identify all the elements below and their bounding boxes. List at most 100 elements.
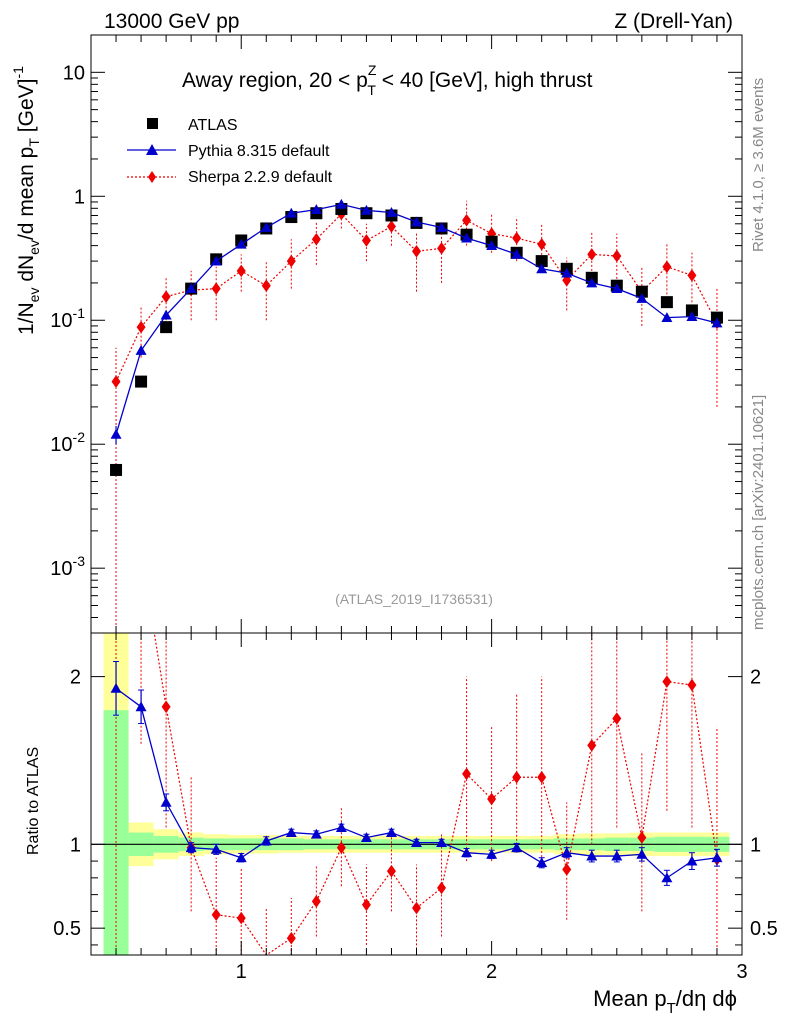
atlas-point: [635, 285, 648, 298]
pythia-point: [636, 292, 648, 303]
ratio-plot-area: [91, 633, 742, 955]
ratio-y-tick-label-right: 1: [750, 834, 761, 856]
sherpa-ratio-point: [637, 831, 647, 844]
atlas-point: [110, 463, 123, 476]
pythia-point: [511, 248, 523, 259]
sherpa-point: [361, 234, 371, 247]
main-y-axis-label: 1/Nev dNev/d mean pT [GeV]-1: [10, 66, 42, 335]
pythia-point: [411, 216, 422, 227]
legend: ATLAS Pythia 8.315 default Sherpa 2.2.9 …: [127, 117, 333, 186]
sherpa-ratio-point: [562, 863, 572, 876]
pythia-ratio-point: [135, 701, 147, 712]
pythia-point: [310, 204, 322, 215]
pythia-ratio-point: [486, 848, 498, 859]
ratio-y-tick-label-left: 1: [70, 834, 81, 856]
sherpa-point: [537, 237, 547, 251]
pythia-ratio-point: [310, 828, 322, 839]
atlas-point: [535, 255, 548, 268]
ratio-y-tick-label-right: 2: [750, 667, 761, 689]
sherpa-ratio-point: [587, 739, 597, 752]
plot-title: Away region, 20 < pZ T < 40 [GeV], high t…: [182, 62, 593, 98]
pythia-point: [461, 232, 473, 243]
sherpa-point: [261, 279, 271, 292]
header-right-label: Z (Drell-Yan): [614, 10, 733, 33]
pythia-ratio-point: [611, 850, 623, 861]
pythia-point: [661, 312, 673, 323]
mcplots-label: mcplots.cern.ch [arXiv:2401.10621]: [750, 395, 767, 630]
legend-atlas-marker: [147, 118, 158, 129]
analysis-watermark: (ATLAS_2019_I1736531): [335, 591, 493, 607]
sherpa-point: [662, 260, 672, 274]
pythia-point: [385, 206, 397, 217]
pythia-point: [260, 221, 272, 232]
sherpa-ratio-point: [336, 841, 346, 854]
pythia-point: [210, 255, 222, 266]
y-tick-label: 10-2: [50, 429, 85, 456]
legend-entry-sherpa: Sherpa 2.2.9 default: [127, 169, 333, 186]
sherpa-ratio-point: [687, 678, 697, 692]
pythia-point: [561, 267, 573, 278]
atlas-point: [685, 304, 698, 317]
pythia-ratio-point: [561, 847, 573, 858]
legend-entry-atlas: ATLAS: [147, 117, 238, 134]
sherpa-ratio-point: [437, 881, 447, 895]
sherpa-ratio-point: [462, 767, 472, 781]
sherpa-point: [462, 214, 472, 227]
sherpa-point: [136, 320, 146, 334]
sherpa-point: [386, 220, 396, 233]
sherpa-ratio-point: [487, 792, 497, 806]
pythia-point: [110, 428, 122, 439]
pythia-ratio-point: [536, 857, 548, 868]
pythia-ratio-point: [260, 835, 272, 846]
sherpa-ratio-point: [236, 911, 246, 925]
pythia-ratio-point: [110, 682, 122, 693]
pythia-point: [536, 263, 548, 274]
legend-atlas-label: ATLAS: [188, 117, 238, 134]
sherpa-ratio-point: [286, 931, 296, 945]
sherpa-point: [111, 375, 121, 388]
ratio-y-axis-label: Ratio to ATLAS: [25, 747, 42, 855]
main-y-axis: 10-3 10-2 10-1 1 10: [50, 34, 742, 634]
pythia-ratio-point: [661, 872, 673, 883]
pythia-ratio-point: [235, 852, 247, 863]
x-tick-label: 3: [736, 961, 747, 983]
sherpa-point: [437, 242, 447, 255]
pythia-ratio-point: [586, 850, 598, 861]
pythia-ratio-point: [436, 837, 448, 848]
pythia-point: [711, 317, 723, 328]
atlas-point: [135, 375, 148, 388]
x-tick-label: 2: [486, 961, 497, 983]
pythia-point: [235, 238, 247, 249]
pythia-ratio-point: [461, 847, 473, 858]
atlas-point: [160, 321, 173, 334]
sherpa-point: [211, 282, 221, 295]
pythia-point: [335, 198, 347, 209]
sherpa-point: [487, 227, 497, 240]
pythia-ratio-point: [385, 827, 397, 837]
sherpa-point: [612, 249, 622, 263]
sherpa-point: [587, 248, 597, 261]
pythia-point: [686, 311, 698, 322]
pythia-point: [160, 309, 172, 320]
ratio-y-tick-label-left: 0.5: [53, 918, 81, 940]
ratio-y-tick-label-right: 0.5: [750, 918, 778, 940]
sherpa-point: [512, 231, 522, 245]
x-axis: 1 2 3: [115, 633, 748, 983]
pythia-point: [611, 283, 623, 294]
y-tick-label: 10-3: [50, 553, 85, 580]
rivet-label: Rivet 4.1.0, ≥ 3.6M events: [750, 78, 767, 252]
ratio-y-axis: 0.5 0.5 1 1 2 2: [53, 667, 778, 946]
sherpa-ratio-point: [412, 901, 421, 915]
atlas-point: [660, 296, 673, 309]
pythia-ratio-point: [210, 843, 222, 854]
legend-sherpa-marker: [148, 171, 156, 183]
sherpa-ratio-point: [311, 895, 321, 908]
sherpa-point: [286, 254, 296, 268]
sherpa-point: [412, 244, 421, 258]
y-tick-label: 10-1: [50, 305, 85, 332]
legend-pythia-label: Pythia 8.315 default: [188, 143, 330, 160]
pythia-point: [586, 277, 598, 288]
pythia-ratio-point: [711, 852, 723, 863]
sherpa-point: [161, 290, 171, 303]
